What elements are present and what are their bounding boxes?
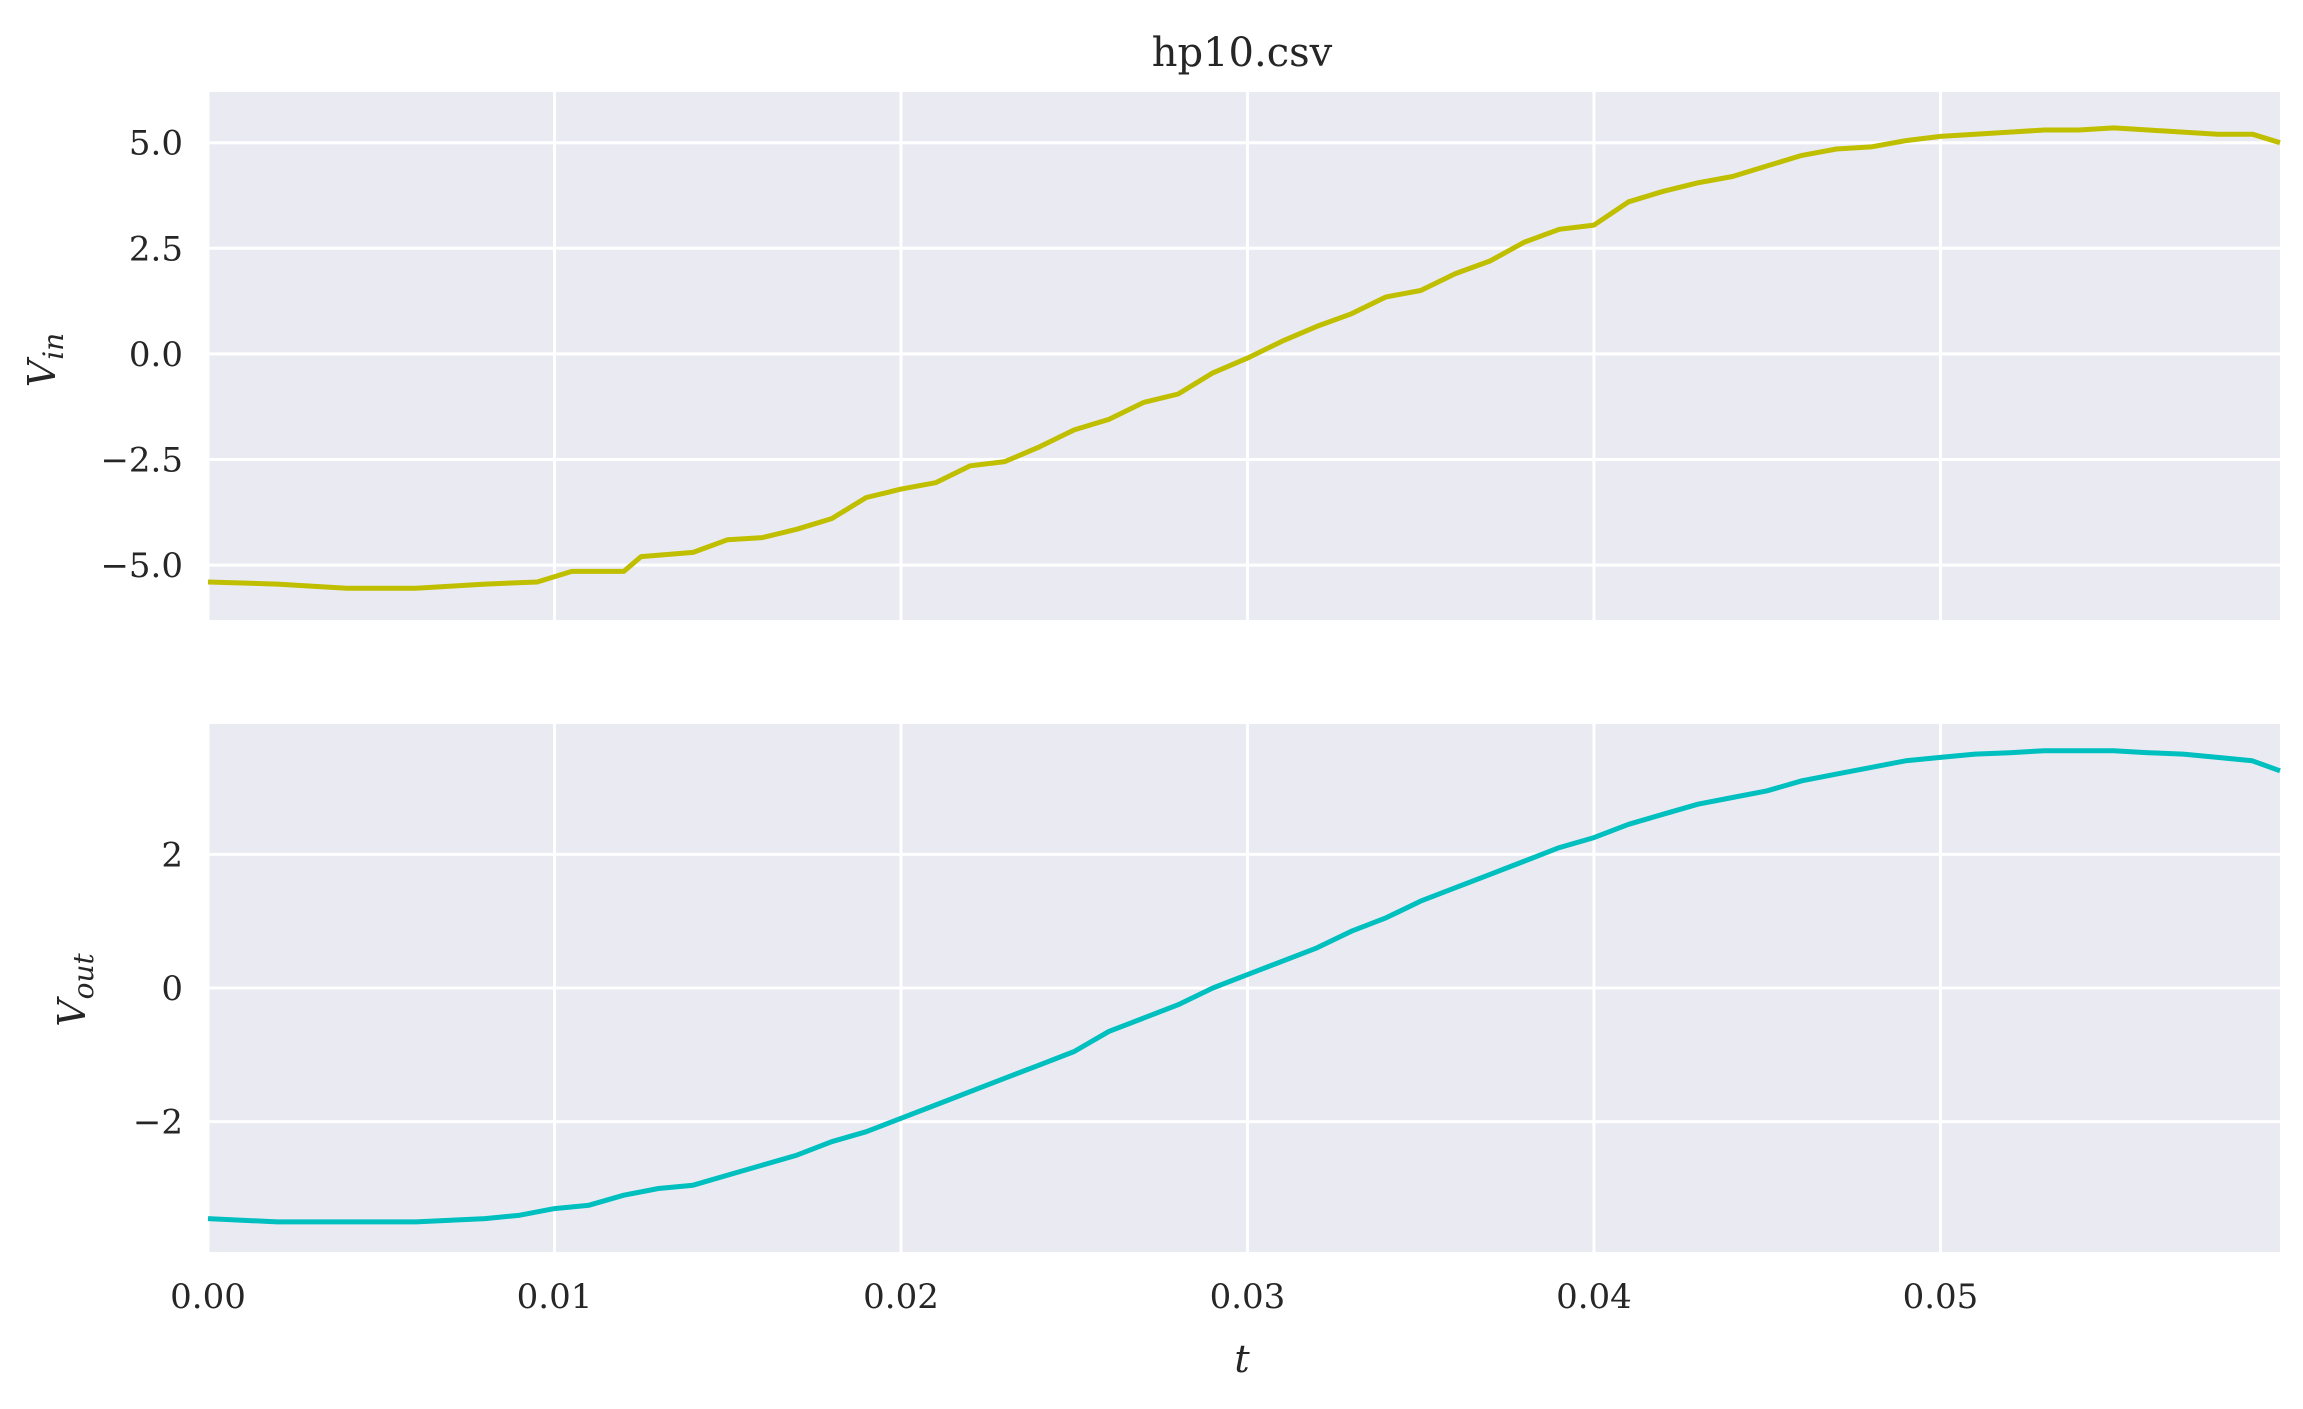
top-y-tick-label: −2.5 [100, 440, 183, 480]
top-y-axis-label: Vin [20, 333, 70, 387]
bottom-y-tick-label: −2 [133, 1103, 183, 1143]
bottom-y-ticks: 2 0 −2 [133, 835, 183, 1142]
bottom-y-tick-label: 2 [161, 835, 183, 875]
chart-title: hp10.csv [1152, 30, 1333, 76]
top-y-tick-label: 5.0 [129, 124, 183, 164]
x-ticks: 0.00 0.01 0.02 0.03 0.04 0.05 [170, 1277, 1978, 1317]
x-tick-label: 0.05 [1903, 1277, 1979, 1317]
top-y-tick-label: 0.0 [129, 335, 183, 375]
x-tick-label: 0.00 [170, 1277, 246, 1317]
x-tick-label: 0.04 [1556, 1277, 1632, 1317]
bottom-y-tick-label: 0 [161, 969, 183, 1009]
bottom-grid [206, 724, 2280, 1252]
x-tick-label: 0.03 [1210, 1277, 1286, 1317]
x-tick-label: 0.02 [863, 1277, 939, 1317]
top-plot-area [208, 92, 2280, 620]
top-y-tick-label: −5.0 [100, 546, 183, 586]
x-tick-label: 0.01 [517, 1277, 593, 1317]
vin-series-line [207, 125, 2281, 591]
x-axis-label: t [1234, 1337, 1250, 1381]
bottom-y-axis-label: Vout [50, 952, 100, 1026]
vout-series-line [207, 748, 2281, 1225]
top-grid [206, 92, 2280, 620]
top-panel: 5.0 2.5 0.0 −2.5 −5.0 Vin [20, 92, 2281, 620]
top-y-tick-label: 2.5 [129, 229, 183, 269]
top-y-ticks: 5.0 2.5 0.0 −2.5 −5.0 [100, 124, 183, 586]
bottom-panel: 2 0 −2 Vout [50, 724, 2281, 1252]
